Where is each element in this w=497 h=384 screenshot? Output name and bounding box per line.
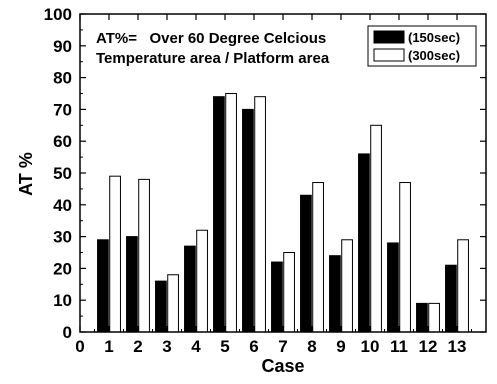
bar-150sec-case-9 — [329, 255, 341, 333]
bar-150sec-case-10 — [358, 153, 370, 333]
x-tick-label-6: 6 — [249, 337, 258, 356]
x-tick-label-10: 10 — [361, 337, 380, 356]
bar-150sec-case-12 — [416, 302, 428, 333]
y-tick-label-0: 0 — [63, 323, 72, 342]
bar-300sec-case-5 — [225, 93, 237, 333]
bar-150sec-case-8 — [300, 194, 312, 333]
y-tick-label-40: 40 — [53, 196, 72, 215]
bar-300sec-case-13 — [457, 239, 469, 333]
y-tick-label-80: 80 — [53, 69, 72, 88]
bars-layer — [97, 93, 469, 333]
y-tick-label-20: 20 — [53, 259, 72, 278]
bar-150sec-case-13 — [445, 264, 457, 333]
bar-150sec-case-1 — [97, 239, 109, 333]
y-tick-label-100: 100 — [44, 5, 72, 24]
y-tick-label-10: 10 — [53, 291, 72, 310]
x-tick-label-11: 11 — [390, 337, 408, 356]
bar-300sec-case-9 — [341, 239, 353, 333]
bar-150sec-case-4 — [184, 245, 196, 333]
y-axis-title: AT % — [16, 152, 36, 196]
y-tick-label-70: 70 — [53, 100, 72, 119]
bar-300sec-case-10 — [370, 124, 382, 333]
plot-frame — [79, 13, 487, 333]
bar-150sec-case-2 — [126, 236, 138, 333]
annotation-line-1: AT%= Over 60 Degree Celcious — [96, 30, 326, 47]
x-tick-label-13: 13 — [448, 337, 467, 356]
bar-300sec-case-4 — [196, 229, 208, 333]
bar-300sec-case-7 — [283, 252, 295, 333]
legend-swatch-300sec — [373, 48, 405, 62]
legend-label-300sec: (300sec) — [408, 48, 460, 63]
x-tick-label-12: 12 — [419, 337, 438, 356]
x-tick-label-7: 7 — [278, 337, 287, 356]
x-axis-title: Case — [261, 356, 304, 376]
bar-150sec-case-5 — [213, 96, 225, 333]
y-tick-label-60: 60 — [53, 132, 72, 151]
legend-label-150sec: (150sec) — [408, 30, 460, 45]
y-tick-label-30: 30 — [53, 228, 72, 247]
bar-150sec-case-11 — [387, 242, 399, 333]
bar-300sec-case-6 — [254, 96, 266, 333]
x-tick-label-8: 8 — [307, 337, 316, 356]
legend: (150sec) (300sec) — [367, 25, 477, 67]
bar-150sec-case-3 — [155, 280, 167, 333]
x-tick-label-9: 9 — [336, 337, 345, 356]
bar-300sec-case-8 — [312, 182, 324, 333]
bar-300sec-case-3 — [167, 274, 179, 333]
x-tick-label-1: 1 — [104, 337, 113, 356]
x-tick-label-4: 4 — [191, 337, 201, 356]
x-tick-label-2: 2 — [133, 337, 142, 356]
bar-300sec-case-12 — [428, 302, 440, 333]
bar-300sec-case-1 — [109, 175, 121, 333]
y-tick-label-50: 50 — [53, 164, 72, 183]
bar-300sec-case-11 — [399, 182, 411, 333]
bar-150sec-case-6 — [242, 108, 254, 333]
y-tick-label-90: 90 — [53, 37, 72, 56]
legend-swatch-150sec — [373, 30, 405, 44]
x-tick-label-3: 3 — [162, 337, 171, 356]
annotation-line-2: Temperature area / Platform area — [96, 50, 330, 67]
x-tick-label-5: 5 — [220, 337, 229, 356]
x-tick-label-0: 0 — [75, 337, 84, 356]
bar-300sec-case-2 — [138, 178, 150, 333]
bar-150sec-case-7 — [271, 261, 283, 333]
